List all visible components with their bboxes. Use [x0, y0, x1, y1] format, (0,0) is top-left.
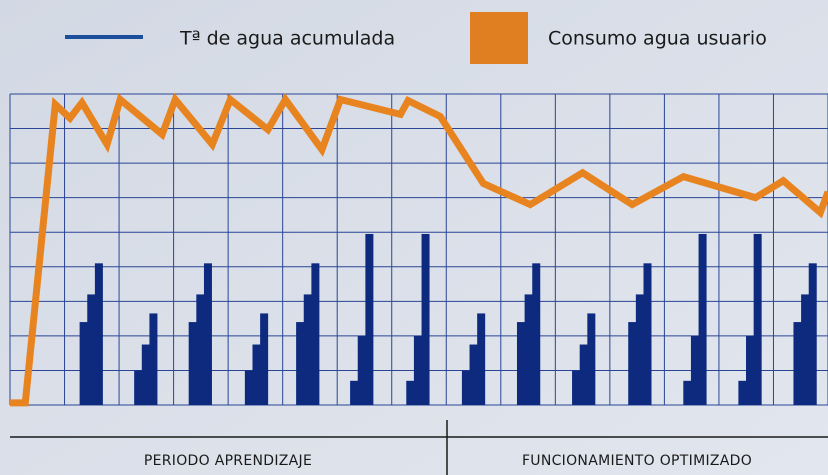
bar: [801, 294, 810, 405]
bar: [365, 233, 374, 405]
bar: [350, 380, 359, 405]
bar: [746, 335, 755, 405]
bar: [134, 370, 143, 405]
bar: [149, 313, 158, 405]
bar: [477, 313, 486, 405]
bar: [311, 263, 320, 405]
legend-swatch: [470, 12, 528, 64]
bar: [461, 370, 470, 405]
legend: Tª de agua acumulada Consumo agua usuari…: [65, 12, 767, 64]
bar: [203, 263, 212, 405]
bar: [87, 294, 96, 405]
section-label: FUNCIONAMIENTO OPTIMIZADO: [522, 453, 752, 469]
grid: [9, 93, 828, 406]
bar: [406, 380, 415, 405]
bar: [244, 370, 253, 405]
bar: [516, 322, 525, 405]
bar: [188, 322, 197, 405]
bar: [421, 233, 430, 405]
bar: [808, 263, 817, 405]
bar: [524, 294, 533, 405]
bar: [303, 294, 312, 405]
bar: [94, 263, 103, 405]
line: [10, 92, 828, 407]
bar: [357, 335, 366, 405]
bar: [296, 322, 305, 405]
bar: [690, 335, 699, 405]
bar: [260, 313, 269, 405]
bar: [643, 263, 652, 405]
bar: [738, 380, 747, 405]
bar: [579, 344, 588, 405]
bar: [252, 344, 261, 405]
bar: [196, 294, 205, 405]
bar: [141, 344, 150, 405]
bar: [572, 370, 581, 405]
bar: [683, 380, 692, 405]
marks: [10, 92, 828, 407]
bar: [753, 233, 762, 405]
bar: [79, 322, 88, 405]
legend-label: Consumo agua usuario: [548, 28, 767, 50]
bar: [532, 263, 541, 405]
bar: [628, 322, 637, 405]
bar: [587, 313, 596, 405]
legend-label: Tª de agua acumulada: [179, 28, 395, 50]
section-label: PERIODO APRENDIZAJE: [144, 453, 312, 469]
bar: [793, 322, 802, 405]
bar: [635, 294, 644, 405]
bar: [413, 335, 422, 405]
bar: [698, 233, 707, 405]
bar: [469, 344, 478, 405]
